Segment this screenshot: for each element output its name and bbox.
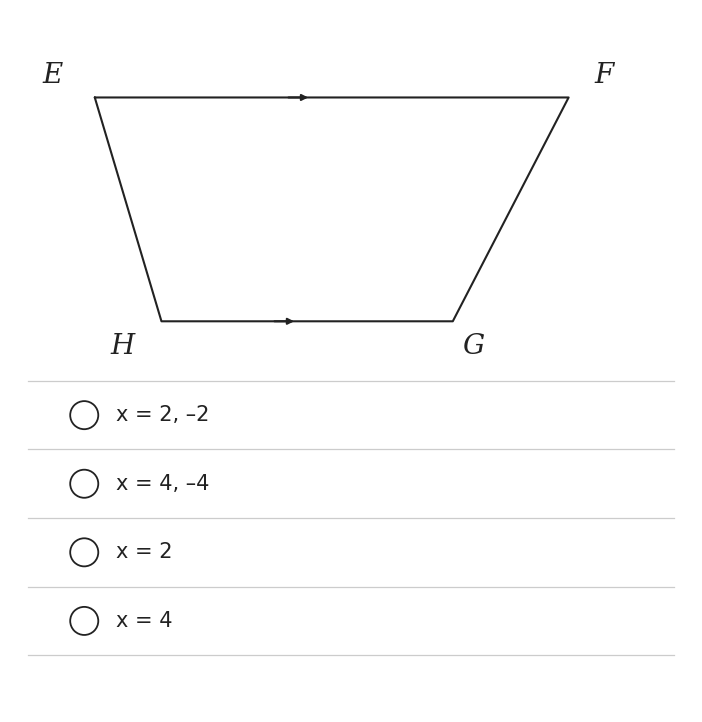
Text: G: G: [463, 333, 485, 360]
Text: x = 4, –4: x = 4, –4: [116, 474, 209, 494]
Text: x = 2: x = 2: [116, 542, 172, 562]
Text: H: H: [111, 333, 135, 360]
Text: x = 4: x = 4: [116, 611, 172, 631]
Text: x = 2, –2: x = 2, –2: [116, 405, 209, 425]
Text: E: E: [43, 62, 62, 90]
Text: F: F: [594, 62, 614, 90]
